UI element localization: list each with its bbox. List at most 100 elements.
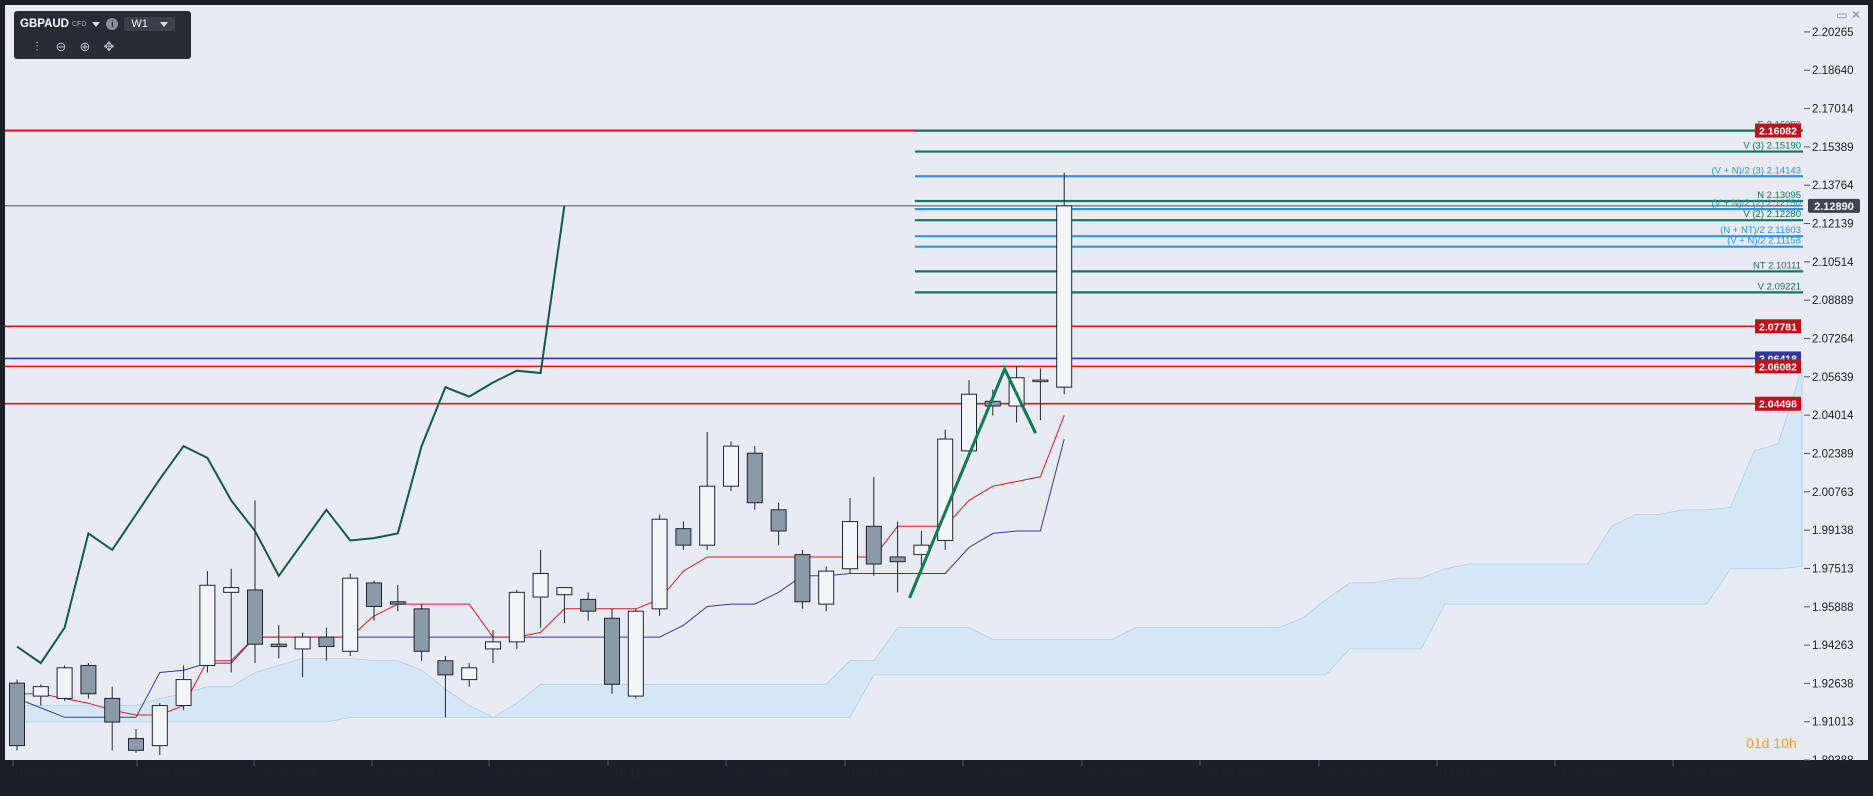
- info-icon[interactable]: i: [106, 18, 119, 30]
- bull-candle: [32, 686, 49, 697]
- bull-candle: [627, 610, 644, 697]
- timeframe-selector[interactable]: W1: [124, 17, 175, 31]
- price-tag-label: 2.04498: [1759, 399, 1797, 411]
- y-tick-label: 1.91013: [1812, 717, 1854, 729]
- bear-candle: [366, 582, 382, 607]
- bull-candle: [56, 667, 73, 699]
- bull-candle: [556, 587, 573, 596]
- y-tick-label: 1.92638: [1812, 678, 1854, 690]
- symbol-name[interactable]: GBPAUD: [20, 18, 69, 30]
- y-tick-label: 1.89388: [1812, 755, 1854, 767]
- bull-candle: [651, 518, 668, 610]
- bull-candle: [937, 438, 954, 541]
- abc-wave-line: [908, 365, 1037, 599]
- x-tick-label: 30.03.2025: [1087, 768, 1145, 780]
- y-tick-label: 2.05639: [1812, 372, 1854, 384]
- y-tick-label: 2.08889: [1812, 295, 1854, 307]
- indicators-icon[interactable]: ⫶: [35, 39, 39, 54]
- chart-toolbar: GBPAUD CFD i W1 ⫶ ⊖ ⊕ ✥: [14, 11, 191, 59]
- projection-level-label: (N + NT)/2 2.11603: [1720, 225, 1801, 236]
- y-tick-label: 2.18640: [1812, 65, 1854, 77]
- bear-candle: [675, 528, 692, 546]
- projection-level-label: NT 2.10111: [1753, 260, 1801, 271]
- y-tick-label: 2.15389: [1812, 142, 1854, 154]
- price-tag-label: 2.16082: [1759, 126, 1797, 138]
- bull-candle: [508, 591, 525, 643]
- x-tick-label: 19.01.2025: [850, 768, 908, 780]
- x-tick-label: 23.06.2024: [142, 768, 200, 780]
- bear-candle: [104, 697, 121, 723]
- toolbar-symbol-row: GBPAUD CFD i W1: [20, 15, 175, 33]
- projection-level-label: N 2.13095: [1757, 190, 1801, 201]
- bear-candle: [413, 608, 430, 652]
- window-controls: ▭ ✕: [1836, 8, 1861, 22]
- bear-candle: [604, 617, 620, 685]
- y-tick-label: 2.20265: [1812, 27, 1854, 39]
- bear-candle: [247, 589, 263, 645]
- bull-candle: [223, 587, 240, 593]
- current-price-label: 2.12890: [1814, 201, 1854, 213]
- x-tick-label: 08.06.2025: [1324, 768, 1382, 780]
- price-tag-label: 2.06082: [1759, 361, 1797, 373]
- x-tick-label: 13.07.2025: [1442, 768, 1500, 780]
- bull-candle: [723, 445, 739, 487]
- bear-candle: [746, 452, 763, 504]
- y-tick-label: 1.94263: [1812, 640, 1854, 652]
- zoom-in-icon[interactable]: ⊕: [79, 39, 91, 54]
- y-tick-label: 1.95888: [1812, 602, 1854, 614]
- projection-level-label: (V + N)/2 (2) 2.12750: [1711, 198, 1801, 209]
- toolbar-tools-row: ⫶ ⊖ ⊕ ✥: [30, 39, 116, 55]
- bear-candle: [128, 738, 144, 751]
- x-tick-label: 10.11.2024: [613, 768, 670, 780]
- x-tick-label: 04.05.2025: [1205, 768, 1263, 780]
- bear-candle: [865, 525, 882, 565]
- bull-candle: [485, 641, 501, 650]
- crosshair-icon[interactable]: ✥: [103, 39, 115, 54]
- restore-icon[interactable]: ▭: [1836, 8, 1848, 22]
- y-tick-label: 2.12139: [1812, 219, 1854, 231]
- x-tick-label: 23.02.2025: [968, 768, 1026, 780]
- bar-timer: 01d 10h: [1746, 735, 1797, 751]
- x-tick-label: 01.09.2024: [377, 768, 435, 780]
- price-tag: [1755, 396, 1801, 411]
- y-tick-label: 2.10514: [1812, 257, 1854, 269]
- bull-candle: [294, 636, 311, 650]
- bull-candle: [532, 572, 549, 598]
- instrument-type: CFD: [71, 20, 87, 28]
- bull-candle: [1056, 205, 1073, 388]
- symbol-dropdown-icon[interactable]: [92, 21, 101, 27]
- bull-candle: [151, 705, 168, 747]
- bull-candle: [818, 570, 835, 605]
- y-tick-label: 2.00763: [1812, 487, 1854, 499]
- close-icon[interactable]: ✕: [1850, 8, 1861, 22]
- y-tick-label: 2.17014: [1812, 104, 1854, 116]
- current-price-tag: [1808, 198, 1860, 213]
- bull-candle: [961, 393, 977, 452]
- bear-candle: [270, 643, 287, 648]
- bear-candle: [794, 554, 811, 603]
- price-tag: [1755, 359, 1801, 374]
- projection-level-label: (V + N)/2 2.11158: [1727, 236, 1801, 247]
- y-tick-label: 1.97513: [1812, 563, 1854, 575]
- projection-level-label: (V + N)/2 (3) 2.14143: [1711, 165, 1801, 176]
- bear-candle: [389, 601, 406, 605]
- projection-level-label: V 2.09221: [1758, 281, 1801, 292]
- bull-candle: [699, 485, 716, 546]
- price-tag-label: 2.07781: [1759, 321, 1797, 333]
- zoom-out-icon[interactable]: ⊖: [55, 39, 67, 54]
- bear-candle: [889, 556, 906, 563]
- bottom-bar: [0, 789, 1873, 796]
- kijun-sen-line: [16, 438, 1065, 718]
- bull-candle: [175, 679, 192, 707]
- price-tag: [1755, 319, 1801, 334]
- bull-candle: [199, 584, 216, 666]
- y-tick-label: 1.99138: [1812, 525, 1854, 537]
- timeframe-label: W1: [131, 18, 148, 30]
- x-tick-label: 19.05.2024: [18, 768, 76, 780]
- timeframe-dropdown-icon: [159, 21, 168, 27]
- y-tick-label: 2.02389: [1812, 448, 1854, 460]
- bear-candle: [580, 598, 597, 612]
- y-tick-label: 2.07264: [1812, 333, 1854, 345]
